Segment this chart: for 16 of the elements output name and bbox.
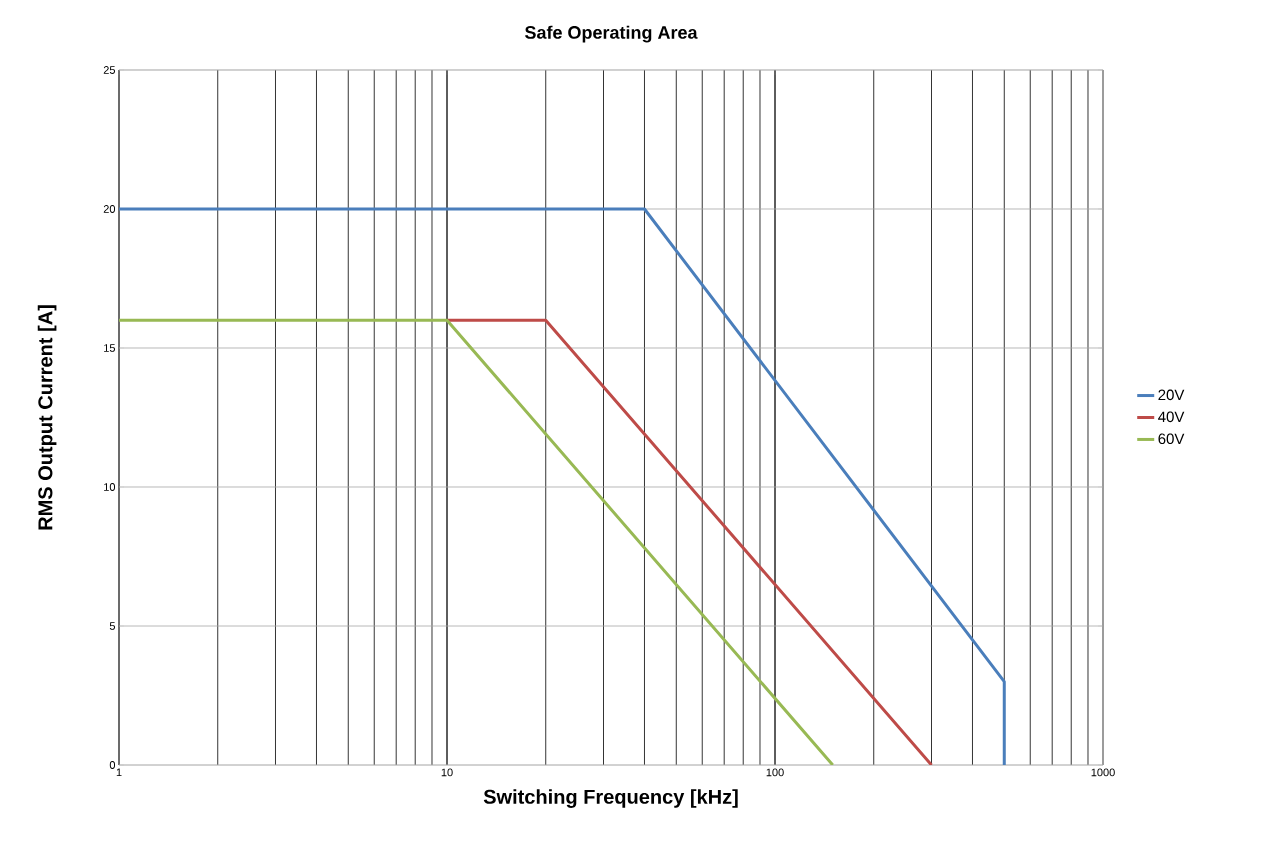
y-tick-label: 0 xyxy=(109,761,116,769)
y-tick-label: 25 xyxy=(103,66,116,74)
chart-title: Safe Operating Area xyxy=(524,25,698,43)
x-axis-title: Switching Frequency [kHz] xyxy=(483,789,738,808)
y-tick-label: 15 xyxy=(104,344,116,352)
x-tick-label: 1000 xyxy=(1091,768,1115,777)
y-tick-label: 5 xyxy=(109,622,116,630)
x-tick-label: 1 xyxy=(116,768,122,777)
x-tick-label: 100 xyxy=(766,768,784,777)
legend-label: 40V xyxy=(1158,411,1185,423)
legend-label: 20V xyxy=(1158,389,1185,401)
x-tick-label: 10 xyxy=(441,768,453,777)
y-axis-title: RMS Output Current [A] xyxy=(37,305,57,530)
legend-label: 60V xyxy=(1158,433,1185,445)
y-tick-label: 20 xyxy=(103,205,116,213)
y-tick-label: 10 xyxy=(104,483,116,491)
